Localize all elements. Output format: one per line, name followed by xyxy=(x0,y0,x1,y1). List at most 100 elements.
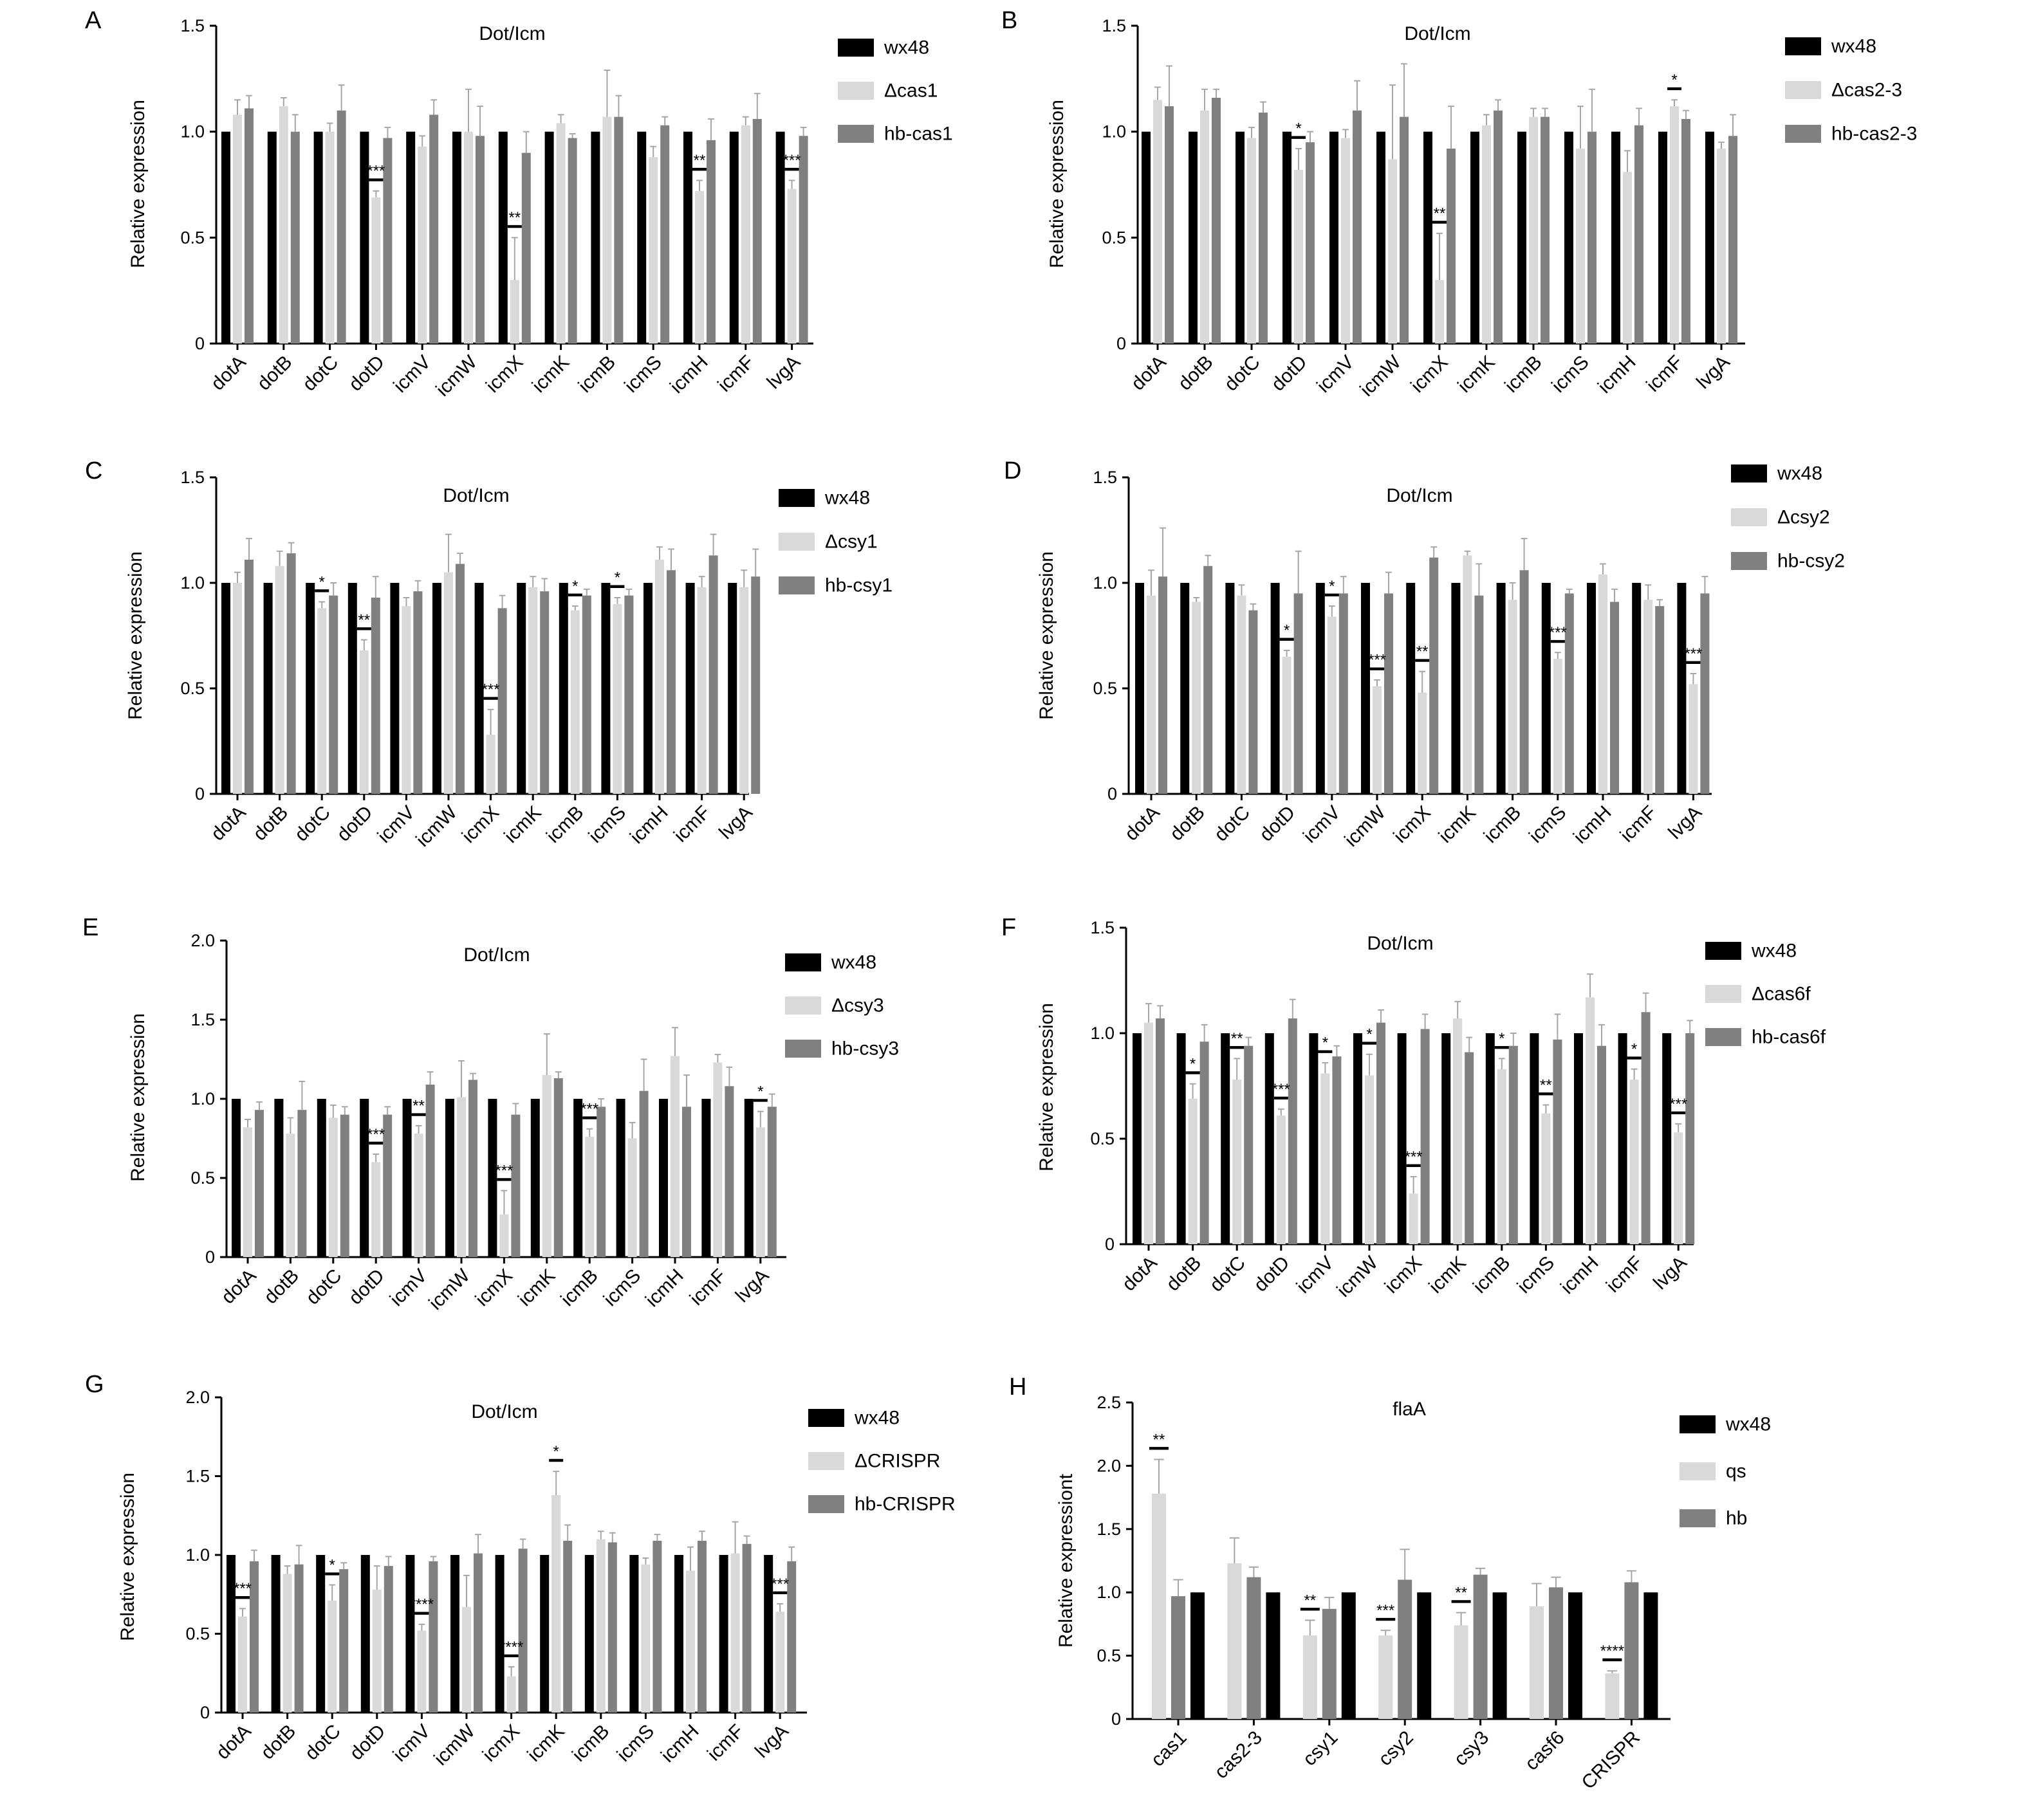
bar xyxy=(313,131,323,344)
y-tick-label: 0.5 xyxy=(180,228,205,247)
bar xyxy=(1171,1596,1185,1719)
bar xyxy=(1306,142,1315,344)
category-label: casf6 xyxy=(1521,1727,1569,1774)
category-label: icmV xyxy=(389,1720,434,1765)
bar xyxy=(429,1561,438,1713)
significance-label: * xyxy=(319,573,325,591)
significance-label: *** xyxy=(234,1580,252,1597)
bar xyxy=(414,1134,423,1257)
bar xyxy=(383,1114,393,1257)
bar xyxy=(660,125,670,344)
category-label: icmK xyxy=(528,351,573,396)
bar xyxy=(767,1107,777,1257)
bar xyxy=(729,131,739,344)
panel-f: F Dot/Icm 0 0.5 1.0 1.5 Relative expression dot… xyxy=(1001,914,1826,1301)
y-tick-label: 0.5 xyxy=(1102,228,1126,247)
category-label: icmS xyxy=(1548,351,1593,396)
legend-label: wx48 xyxy=(1831,36,1876,57)
legend-swatch xyxy=(1785,125,1821,143)
significance-label: * xyxy=(757,1083,763,1100)
bar xyxy=(238,1616,247,1713)
y-axis-label: Relative expression xyxy=(1036,551,1057,720)
bar xyxy=(741,125,750,344)
bar xyxy=(1341,1592,1356,1719)
category-label: dotB xyxy=(1166,802,1209,845)
category-label: CRISPR xyxy=(1578,1727,1644,1793)
bar xyxy=(464,131,473,344)
bar xyxy=(1133,1033,1142,1244)
bar xyxy=(1409,1193,1418,1244)
bar xyxy=(279,106,288,344)
bar xyxy=(1266,1592,1281,1719)
bar xyxy=(488,1099,497,1257)
legend-swatch xyxy=(808,1452,844,1470)
legend-swatch xyxy=(1731,552,1767,570)
significance-label: * xyxy=(1366,1026,1372,1043)
bar xyxy=(1605,1673,1620,1719)
bar xyxy=(1451,583,1461,794)
bar xyxy=(742,1543,752,1713)
bar xyxy=(1158,576,1167,794)
category-label: lvgA xyxy=(715,802,757,843)
category-label: dotC xyxy=(1221,351,1264,395)
bar xyxy=(653,1540,662,1713)
legend-swatch xyxy=(1731,464,1767,483)
bar xyxy=(755,1127,765,1257)
legend-label: Δcsy3 xyxy=(831,995,884,1016)
legend-swatch xyxy=(1785,37,1821,55)
y-tick-label: 0 xyxy=(195,334,205,353)
bar xyxy=(544,131,554,344)
bar xyxy=(1564,131,1573,344)
significance-label: *** xyxy=(367,163,385,180)
bar xyxy=(306,583,315,794)
category-label: icmW xyxy=(1333,1252,1382,1301)
bar xyxy=(1689,684,1698,794)
bar xyxy=(371,197,381,344)
y-axis-label: Relative expression xyxy=(117,1473,138,1641)
bar xyxy=(553,1078,563,1257)
bar xyxy=(328,1601,337,1713)
category-label: dotA xyxy=(207,351,250,394)
bar xyxy=(799,136,808,344)
bar xyxy=(563,1540,573,1713)
bar xyxy=(752,118,762,344)
panel-label: C xyxy=(85,457,102,484)
bar xyxy=(1482,125,1491,344)
bar xyxy=(1417,1592,1432,1719)
bar xyxy=(607,1542,617,1713)
bar xyxy=(1610,602,1619,794)
bar xyxy=(1276,1115,1286,1244)
legend-swatch xyxy=(1705,942,1741,960)
bar xyxy=(245,108,254,344)
y-tick-label: 1.5 xyxy=(1102,16,1126,35)
category-label: icmB xyxy=(568,1720,613,1765)
bar xyxy=(787,1561,797,1713)
bar xyxy=(1618,1033,1627,1244)
category-label: icmK xyxy=(500,802,545,847)
y-axis-label: Relative expression xyxy=(125,551,146,720)
y-tick-label: 0 xyxy=(1116,334,1126,353)
bar xyxy=(425,1084,435,1257)
significance-label: *** xyxy=(367,1126,385,1143)
bar xyxy=(601,583,611,794)
bar xyxy=(1320,1073,1330,1244)
legend-swatch xyxy=(838,39,874,57)
bar xyxy=(1485,1033,1495,1244)
y-tick-label: 2.0 xyxy=(185,1388,210,1407)
bar xyxy=(1508,600,1517,794)
category-label: icmS xyxy=(613,1720,658,1765)
category-label: icmX xyxy=(1381,1252,1426,1297)
category-label: dotD xyxy=(1250,1252,1293,1296)
category-label: dotC xyxy=(302,1265,346,1309)
category-label: dotC xyxy=(291,802,335,845)
bar xyxy=(390,583,400,794)
category-label: dotC xyxy=(301,1720,345,1764)
category-label: icmS xyxy=(600,1265,645,1310)
significance-label: * xyxy=(572,578,578,595)
bar xyxy=(1353,1033,1362,1244)
bar xyxy=(511,1114,521,1257)
y-tick-label: 2.0 xyxy=(1097,1456,1121,1475)
bar xyxy=(383,138,393,344)
category-label: icmK xyxy=(523,1720,568,1765)
category-label: csy1 xyxy=(1299,1727,1342,1770)
